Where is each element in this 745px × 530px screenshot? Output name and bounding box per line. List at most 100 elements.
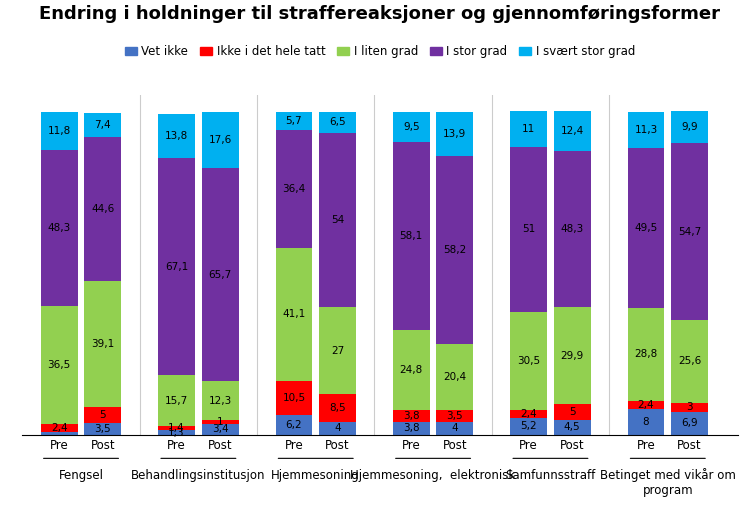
Text: 5,2: 5,2	[520, 421, 537, 431]
Text: 10,5: 10,5	[282, 393, 305, 403]
Bar	[84, 423, 121, 435]
Text: 11: 11	[522, 124, 535, 134]
Bar	[671, 403, 708, 412]
Text: 3,8: 3,8	[403, 423, 419, 434]
Text: 5: 5	[100, 410, 106, 420]
Bar	[510, 312, 547, 410]
Text: 5: 5	[569, 407, 576, 417]
Bar	[202, 111, 238, 169]
Bar	[393, 422, 430, 435]
Bar	[393, 330, 430, 410]
Bar	[276, 248, 312, 381]
Text: 13,9: 13,9	[443, 129, 466, 139]
Text: 36,4: 36,4	[282, 184, 305, 194]
Text: 17,6: 17,6	[209, 135, 232, 145]
Text: 48,3: 48,3	[561, 224, 584, 234]
Bar	[671, 111, 708, 143]
Bar	[554, 111, 591, 151]
Bar	[84, 281, 121, 407]
Text: 67,1: 67,1	[165, 262, 188, 272]
Bar	[158, 426, 195, 430]
Text: 1,3: 1,3	[168, 428, 185, 437]
Text: 3: 3	[686, 402, 693, 412]
Text: Betinget med vikår om
program: Betinget med vikår om program	[600, 469, 736, 498]
Text: 48,3: 48,3	[48, 223, 71, 233]
Text: 5,7: 5,7	[285, 116, 302, 126]
Bar	[627, 401, 665, 409]
Text: 49,5: 49,5	[635, 223, 658, 233]
Bar	[554, 151, 591, 307]
Text: 27: 27	[331, 346, 344, 356]
Text: 28,8: 28,8	[635, 349, 658, 359]
Text: 11,3: 11,3	[635, 125, 658, 135]
Text: 12,3: 12,3	[209, 395, 232, 405]
Bar	[319, 111, 356, 132]
Text: 25,6: 25,6	[678, 356, 701, 366]
Text: 4,5: 4,5	[564, 422, 580, 432]
Text: 13,8: 13,8	[165, 131, 188, 141]
Text: 1,4: 1,4	[168, 423, 185, 433]
Text: 30,5: 30,5	[517, 356, 540, 366]
Bar	[627, 409, 665, 435]
Bar	[202, 423, 238, 435]
Bar	[158, 430, 195, 435]
Text: 44,6: 44,6	[91, 204, 115, 214]
Bar	[319, 422, 356, 435]
Text: 6,5: 6,5	[329, 117, 346, 127]
Text: 7,4: 7,4	[95, 120, 111, 130]
Text: Samfunnsstraff: Samfunnsstraff	[505, 469, 595, 482]
Bar	[84, 407, 121, 423]
Text: 51: 51	[522, 224, 535, 234]
Bar	[671, 412, 708, 435]
Bar	[158, 375, 195, 426]
Bar	[437, 422, 473, 435]
Bar	[671, 320, 708, 403]
Legend: Vet ikke, Ikke i det hele tatt, I liten grad, I stor grad, I svært stor grad: Vet ikke, Ikke i det hele tatt, I liten …	[120, 40, 640, 63]
Bar	[671, 143, 708, 320]
Bar	[276, 130, 312, 248]
Text: 9,9: 9,9	[681, 122, 698, 132]
Bar	[41, 424, 77, 432]
Bar	[276, 414, 312, 435]
Text: 20,4: 20,4	[443, 373, 466, 383]
Bar	[393, 142, 430, 330]
Bar	[84, 113, 121, 137]
Bar	[319, 307, 356, 394]
Text: 39,1: 39,1	[91, 339, 115, 349]
Text: 29,9: 29,9	[561, 351, 584, 360]
Text: 4: 4	[451, 423, 458, 433]
Bar	[437, 156, 473, 344]
Text: Hjemmesoning,  elektronisk: Hjemmesoning, elektronisk	[350, 469, 516, 482]
Bar	[510, 111, 547, 147]
Text: 3,8: 3,8	[403, 411, 419, 421]
Text: 4: 4	[335, 423, 341, 433]
Bar	[41, 432, 77, 435]
Bar	[627, 148, 665, 308]
Text: 3,5: 3,5	[95, 424, 111, 434]
Bar	[393, 111, 430, 142]
Text: 54,7: 54,7	[678, 226, 701, 236]
Text: 11,8: 11,8	[48, 126, 71, 136]
Text: 54: 54	[331, 215, 344, 225]
Text: 65,7: 65,7	[209, 270, 232, 279]
Bar	[158, 114, 195, 158]
Bar	[202, 381, 238, 420]
Bar	[554, 404, 591, 420]
Bar	[437, 344, 473, 410]
Bar	[437, 111, 473, 156]
Bar	[41, 306, 77, 424]
Text: 3,4: 3,4	[212, 424, 229, 434]
Bar	[510, 410, 547, 418]
Bar	[158, 158, 195, 375]
Text: 2,4: 2,4	[520, 409, 537, 419]
Bar	[319, 132, 356, 307]
Bar	[41, 150, 77, 306]
Text: 1: 1	[217, 417, 224, 427]
Bar	[41, 112, 77, 150]
Bar	[554, 420, 591, 435]
Bar	[393, 410, 430, 422]
Text: 58,2: 58,2	[443, 245, 466, 255]
Text: 9,5: 9,5	[403, 122, 419, 132]
Text: 36,5: 36,5	[48, 360, 71, 370]
Text: 8,5: 8,5	[329, 403, 346, 413]
